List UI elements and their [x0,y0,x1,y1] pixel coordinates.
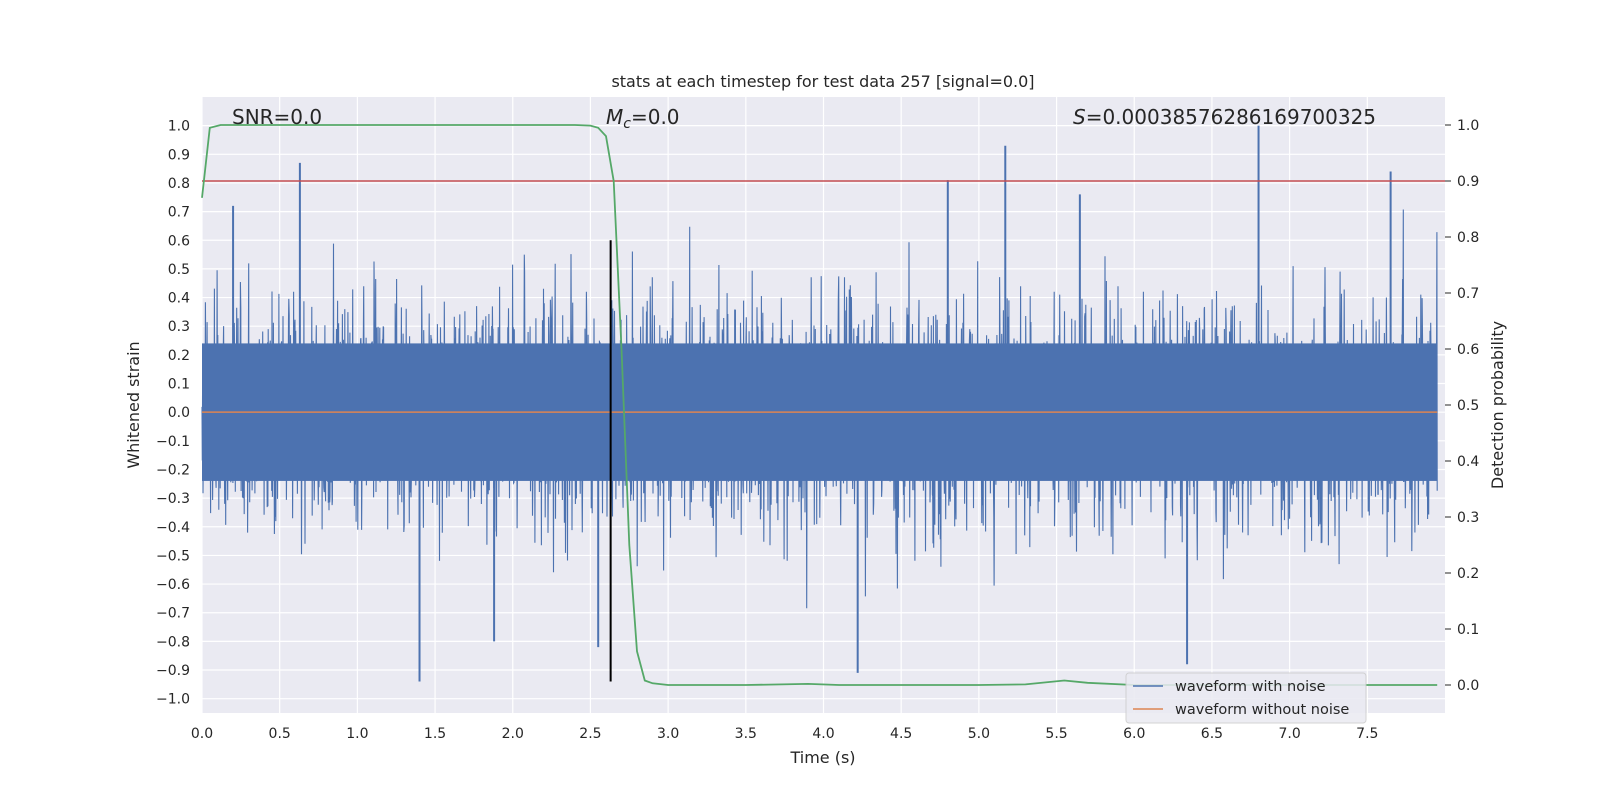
y2-tick-label: 0.4 [1457,454,1479,470]
y-tick-label: 0.1 [168,377,190,393]
x-tick-label: 6.0 [1123,726,1145,742]
y-tick-label: 0.6 [168,233,190,249]
legend-label-with-noise: waveform with noise [1175,679,1326,695]
y2-tick-label: 0.9 [1457,174,1479,190]
x-tick-label: 0.5 [269,726,291,742]
s-value: =0.00038576286169700325 [1086,105,1376,129]
y-tick-label: −0.5 [156,548,190,564]
y-tick-label: −0.7 [156,606,190,622]
legend: waveform with noise waveform without noi… [1125,672,1367,724]
mc-value: =0.0 [631,105,680,129]
x-axis-label: Time (s) [789,748,855,767]
x-tick-label: 1.0 [346,726,368,742]
detection-probability-line [201,124,1438,686]
y-tick-label: 0.5 [168,262,190,278]
y-axis-label: Whitened strain [124,341,143,468]
legend-box [1125,672,1367,724]
y-tick-label: 0.8 [168,176,190,192]
y-tick-label: −0.4 [156,520,190,536]
y2-tick-label: 0.2 [1457,566,1479,582]
y2-tick-label: 0.6 [1457,342,1479,358]
y-tick-label: −1.0 [156,692,190,708]
y2-tick-label: 0.0 [1457,678,1479,694]
x-tick-label: 4.5 [890,726,912,742]
x-tick-label: 7.0 [1278,726,1300,742]
lines [201,124,1445,686]
y-tick-label: −0.6 [156,577,190,593]
x-tick-label: 2.5 [579,726,601,742]
y-tick-label: 0.9 [168,147,190,163]
y2-tick-label: 0.7 [1457,286,1479,302]
x-tick-label: 5.5 [1045,726,1067,742]
y2-tick-label: 0.5 [1457,398,1479,414]
x-tick-label: 7.5 [1356,726,1378,742]
x-tick-label: 6.5 [1201,726,1223,742]
y-tick-label: −0.8 [156,634,190,650]
chart-title: stats at each timestep for test data 257… [611,72,1034,91]
s-symbol: S [1073,105,1086,129]
y2-tick-label: 0.8 [1457,230,1479,246]
y-tick-label: 0.0 [168,405,190,421]
y-tick-label: 0.7 [168,205,190,221]
y-tick-label: 1.0 [168,119,190,135]
x-tick-label: 2.0 [502,726,524,742]
x-tick-label: 3.5 [735,726,757,742]
y-tick-label: −0.1 [156,434,190,450]
x-tick-label: 1.5 [424,726,446,742]
y-tick-label: −0.2 [156,462,190,478]
y2-tick-label: 1.0 [1457,118,1479,134]
y-tick-label: 0.2 [168,348,190,364]
mc-annotation: Mc=0.0 [606,105,680,132]
snr-annotation: SNR=0.0 [232,105,322,129]
mc-symbol: M [606,105,623,129]
y2-axis-label: Detection probability [1488,321,1507,489]
s-annotation: S=0.00038576286169700325 [1073,105,1376,129]
x-tick-label: 5.0 [968,726,990,742]
y2-tick-label: 0.3 [1457,510,1479,526]
y-tick-label: −0.3 [156,491,190,507]
legend-label-without-noise: waveform without noise [1175,702,1349,718]
y-tick-label: 0.4 [168,291,190,307]
ticks: 0.0 0.5 1.0 1.5 2.0 2.5 3.0 3.5 4.0 4.5 5.0 5.5 6.0 6… [156,118,1479,742]
y-tick-label: −0.9 [156,663,190,679]
x-tick-label: 0.0 [191,726,213,742]
y2-tick-label: 0.1 [1457,622,1479,638]
x-tick-label: 3.0 [657,726,679,742]
y-tick-label: 0.3 [168,319,190,335]
x-tick-label: 4.0 [812,726,834,742]
mc-subscript: c [623,116,631,132]
